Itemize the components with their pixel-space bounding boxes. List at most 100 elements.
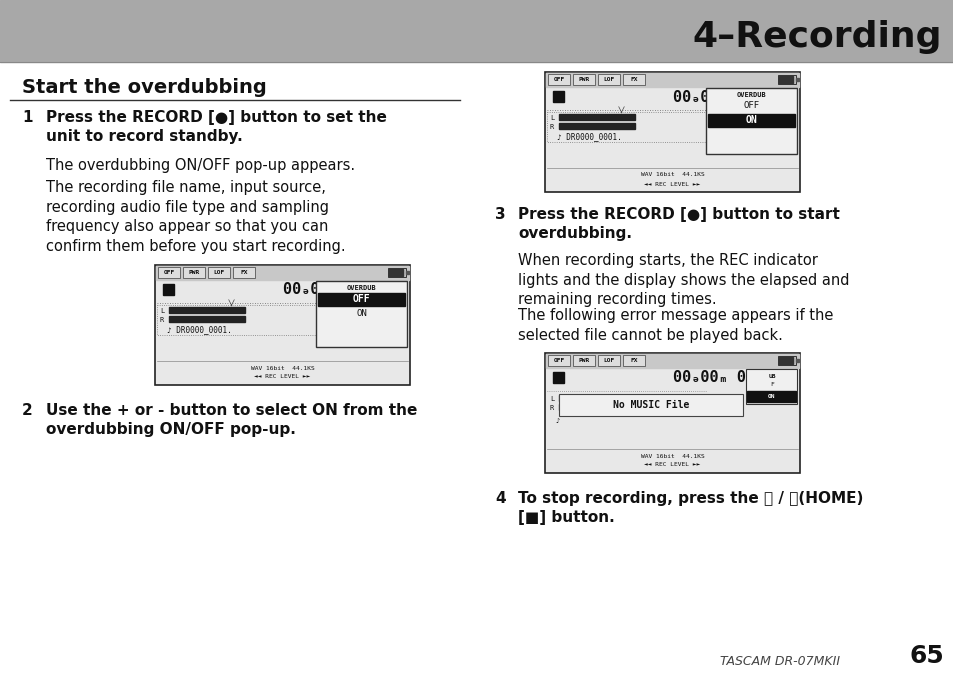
- Bar: [558, 404, 584, 410]
- Bar: [553, 372, 563, 383]
- Bar: [598, 74, 619, 85]
- Text: When recording starts, the REC indicator
lights and the display shows the elapse: When recording starts, the REC indicator…: [517, 253, 848, 307]
- Text: UB: UB: [767, 373, 775, 379]
- Text: WAV 16bit  44.1KS: WAV 16bit 44.1KS: [640, 173, 703, 178]
- Text: ♪: ♪: [555, 418, 558, 424]
- Bar: [158, 267, 180, 278]
- Text: OFF: OFF: [553, 358, 564, 363]
- Bar: [315, 281, 407, 347]
- Bar: [163, 284, 173, 295]
- Text: The overdubbing ON/OFF pop-up appears.: The overdubbing ON/OFF pop-up appears.: [46, 158, 355, 173]
- Bar: [558, 123, 635, 129]
- Bar: [778, 356, 795, 365]
- Text: 00ₔ00ₘ 00ₛ: 00ₔ00ₘ 00ₛ: [672, 90, 763, 105]
- Text: FX: FX: [630, 358, 638, 363]
- Bar: [545, 73, 799, 87]
- Text: 3: 3: [495, 207, 505, 222]
- Bar: [544, 72, 800, 192]
- Bar: [558, 114, 635, 120]
- Text: R: R: [160, 317, 164, 323]
- Text: OFF: OFF: [553, 77, 564, 82]
- Text: PWR: PWR: [578, 358, 589, 363]
- Bar: [795, 78, 799, 81]
- Bar: [169, 316, 245, 322]
- Text: ♪ DR0000_0001.: ♪ DR0000_0001.: [557, 132, 621, 142]
- Text: 2: 2: [22, 403, 32, 418]
- Text: No MUSIC File: No MUSIC File: [612, 400, 688, 410]
- Text: WAV 16bit  44.1KS: WAV 16bit 44.1KS: [640, 454, 703, 458]
- Text: ON: ON: [767, 394, 775, 400]
- Text: ON: ON: [745, 115, 757, 125]
- Bar: [154, 265, 410, 385]
- Bar: [705, 88, 797, 154]
- Text: 00: 00: [330, 281, 352, 299]
- Text: OFF: OFF: [353, 294, 370, 304]
- Bar: [547, 74, 569, 85]
- Bar: [544, 353, 800, 473]
- Text: Press the RECORD [●] button to start
overdubbing.: Press the RECORD [●] button to start ove…: [517, 207, 839, 241]
- Text: 00ₔ00ₘ 00ₛ: 00ₔ00ₘ 00ₛ: [282, 283, 374, 298]
- Text: F: F: [769, 383, 773, 387]
- Text: OFF: OFF: [742, 101, 759, 111]
- Text: 65: 65: [908, 644, 943, 668]
- Bar: [553, 91, 563, 102]
- Bar: [795, 359, 799, 362]
- Bar: [208, 267, 230, 278]
- Text: To stop recording, press the ⏻ / ⏹(HOME)
[■] button.: To stop recording, press the ⏻ / ⏹(HOME)…: [517, 491, 862, 525]
- Text: Press the RECORD [●] button to set the
unit to record standby.: Press the RECORD [●] button to set the u…: [46, 110, 387, 144]
- Text: LOF: LOF: [602, 77, 614, 82]
- Bar: [317, 293, 405, 306]
- Bar: [573, 355, 595, 366]
- Text: Use the + or - button to select ON from the
overdubbing ON/OFF pop-up.: Use the + or - button to select ON from …: [46, 403, 417, 437]
- Text: R: R: [550, 124, 554, 130]
- Text: ◄◄ REC LEVEL ►►: ◄◄ REC LEVEL ►►: [643, 182, 700, 186]
- Text: 00: 00: [720, 88, 741, 106]
- Text: FX: FX: [240, 270, 248, 275]
- Bar: [558, 394, 741, 416]
- Bar: [746, 391, 796, 402]
- Text: 4–Recording: 4–Recording: [692, 20, 941, 54]
- Text: ♪ DR0000_0001.: ♪ DR0000_0001.: [167, 325, 232, 335]
- Bar: [156, 266, 409, 280]
- Text: OVERDUB: OVERDUB: [346, 285, 376, 291]
- Bar: [707, 114, 795, 127]
- Bar: [389, 269, 402, 276]
- Text: LOF: LOF: [213, 270, 224, 275]
- Bar: [406, 271, 409, 274]
- Bar: [622, 355, 644, 366]
- Bar: [745, 369, 797, 404]
- Text: ON: ON: [355, 308, 367, 317]
- Bar: [779, 76, 792, 83]
- Text: OVERDUB: OVERDUB: [736, 92, 765, 98]
- Bar: [169, 307, 245, 313]
- Bar: [546, 112, 705, 142]
- Text: PWR: PWR: [188, 270, 199, 275]
- Text: 1: 1: [22, 110, 32, 125]
- Bar: [233, 267, 254, 278]
- Bar: [778, 75, 795, 84]
- Bar: [558, 395, 584, 401]
- Text: Start the overdubbing: Start the overdubbing: [22, 78, 267, 97]
- Bar: [183, 267, 205, 278]
- Text: TASCAM DR-07MKII: TASCAM DR-07MKII: [720, 655, 840, 668]
- Text: The recording file name, input source,
recording audio file type and sampling
fr: The recording file name, input source, r…: [46, 180, 345, 254]
- Text: FX: FX: [630, 77, 638, 82]
- Bar: [598, 355, 619, 366]
- Text: L: L: [550, 396, 554, 402]
- Bar: [388, 268, 406, 277]
- Text: 4: 4: [495, 491, 505, 506]
- Text: OFF: OFF: [163, 270, 174, 275]
- Text: L: L: [550, 115, 554, 121]
- Text: The following error message appears if the
selected file cannot be played back.: The following error message appears if t…: [517, 308, 833, 342]
- Text: PWR: PWR: [578, 77, 589, 82]
- Text: ◄◄ REC LEVEL ►►: ◄◄ REC LEVEL ►►: [643, 462, 700, 468]
- Text: L: L: [160, 308, 164, 314]
- Bar: [779, 357, 792, 364]
- Bar: [622, 74, 644, 85]
- Bar: [0, 0, 953, 62]
- Text: H: H: [730, 97, 736, 107]
- Text: ◄◄ REC LEVEL ►►: ◄◄ REC LEVEL ►►: [254, 375, 311, 379]
- Bar: [573, 74, 595, 85]
- Bar: [157, 305, 315, 335]
- Bar: [547, 355, 569, 366]
